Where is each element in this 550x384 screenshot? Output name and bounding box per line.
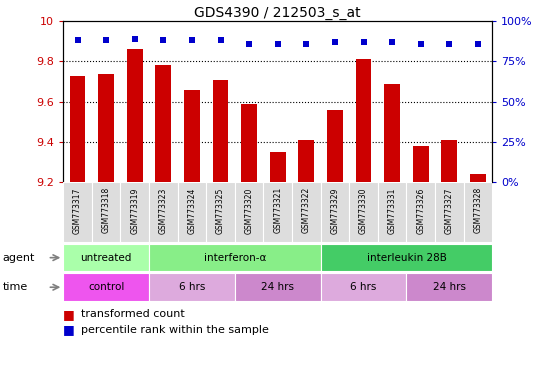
Bar xyxy=(235,182,263,242)
Text: GSM773330: GSM773330 xyxy=(359,187,368,233)
Bar xyxy=(98,74,114,182)
Text: 6 hrs: 6 hrs xyxy=(350,282,377,292)
Bar xyxy=(321,244,492,271)
Bar xyxy=(206,182,235,242)
Bar xyxy=(63,273,149,301)
Bar xyxy=(470,174,486,182)
Bar xyxy=(184,90,200,182)
Text: GSM773325: GSM773325 xyxy=(216,187,225,233)
Text: GSM773328: GSM773328 xyxy=(474,187,482,233)
Text: GSM773331: GSM773331 xyxy=(388,187,397,233)
Text: control: control xyxy=(88,282,124,292)
Text: GSM773323: GSM773323 xyxy=(159,187,168,233)
Bar xyxy=(321,273,406,301)
Text: GSM773320: GSM773320 xyxy=(245,187,254,233)
Bar xyxy=(413,146,428,182)
Bar xyxy=(327,110,343,182)
Bar xyxy=(299,140,314,182)
Bar xyxy=(235,273,321,301)
Bar xyxy=(149,244,321,271)
Text: interferon-α: interferon-α xyxy=(204,253,266,263)
Text: GSM773317: GSM773317 xyxy=(73,187,82,233)
Text: GSM773319: GSM773319 xyxy=(130,187,139,233)
Title: GDS4390 / 212503_s_at: GDS4390 / 212503_s_at xyxy=(195,6,361,20)
Text: 6 hrs: 6 hrs xyxy=(179,282,205,292)
Text: GSM773324: GSM773324 xyxy=(188,187,196,233)
Bar xyxy=(384,84,400,182)
Text: GSM773318: GSM773318 xyxy=(102,187,111,233)
Bar xyxy=(406,273,492,301)
Bar xyxy=(156,66,171,182)
Text: percentile rank within the sample: percentile rank within the sample xyxy=(81,325,269,335)
Text: transformed count: transformed count xyxy=(81,310,185,319)
Bar xyxy=(263,182,292,242)
Text: GSM773327: GSM773327 xyxy=(445,187,454,233)
Bar xyxy=(63,244,149,271)
Bar xyxy=(127,50,142,182)
Bar xyxy=(442,140,457,182)
Bar xyxy=(92,182,120,242)
Bar xyxy=(178,182,206,242)
Bar xyxy=(464,182,492,242)
Bar xyxy=(378,182,406,242)
Text: interleukin 28B: interleukin 28B xyxy=(366,253,447,263)
Text: GSM773329: GSM773329 xyxy=(331,187,339,233)
Text: time: time xyxy=(3,282,28,292)
Bar xyxy=(435,182,464,242)
Text: ■: ■ xyxy=(63,308,75,321)
Bar xyxy=(270,152,285,182)
Bar xyxy=(349,182,378,242)
Text: untreated: untreated xyxy=(80,253,132,263)
Text: 24 hrs: 24 hrs xyxy=(261,282,294,292)
Bar xyxy=(356,60,371,182)
Text: GSM773326: GSM773326 xyxy=(416,187,425,233)
Text: 24 hrs: 24 hrs xyxy=(433,282,466,292)
Bar xyxy=(321,182,349,242)
Text: GSM773322: GSM773322 xyxy=(302,187,311,233)
Bar xyxy=(406,182,435,242)
Bar xyxy=(149,182,178,242)
Bar xyxy=(241,104,257,182)
Bar xyxy=(149,273,235,301)
Text: agent: agent xyxy=(3,253,35,263)
Bar xyxy=(63,182,92,242)
Bar xyxy=(120,182,149,242)
Bar xyxy=(292,182,321,242)
Bar xyxy=(70,76,85,182)
Text: GSM773321: GSM773321 xyxy=(273,187,282,233)
Bar xyxy=(213,79,228,182)
Text: ■: ■ xyxy=(63,323,75,336)
